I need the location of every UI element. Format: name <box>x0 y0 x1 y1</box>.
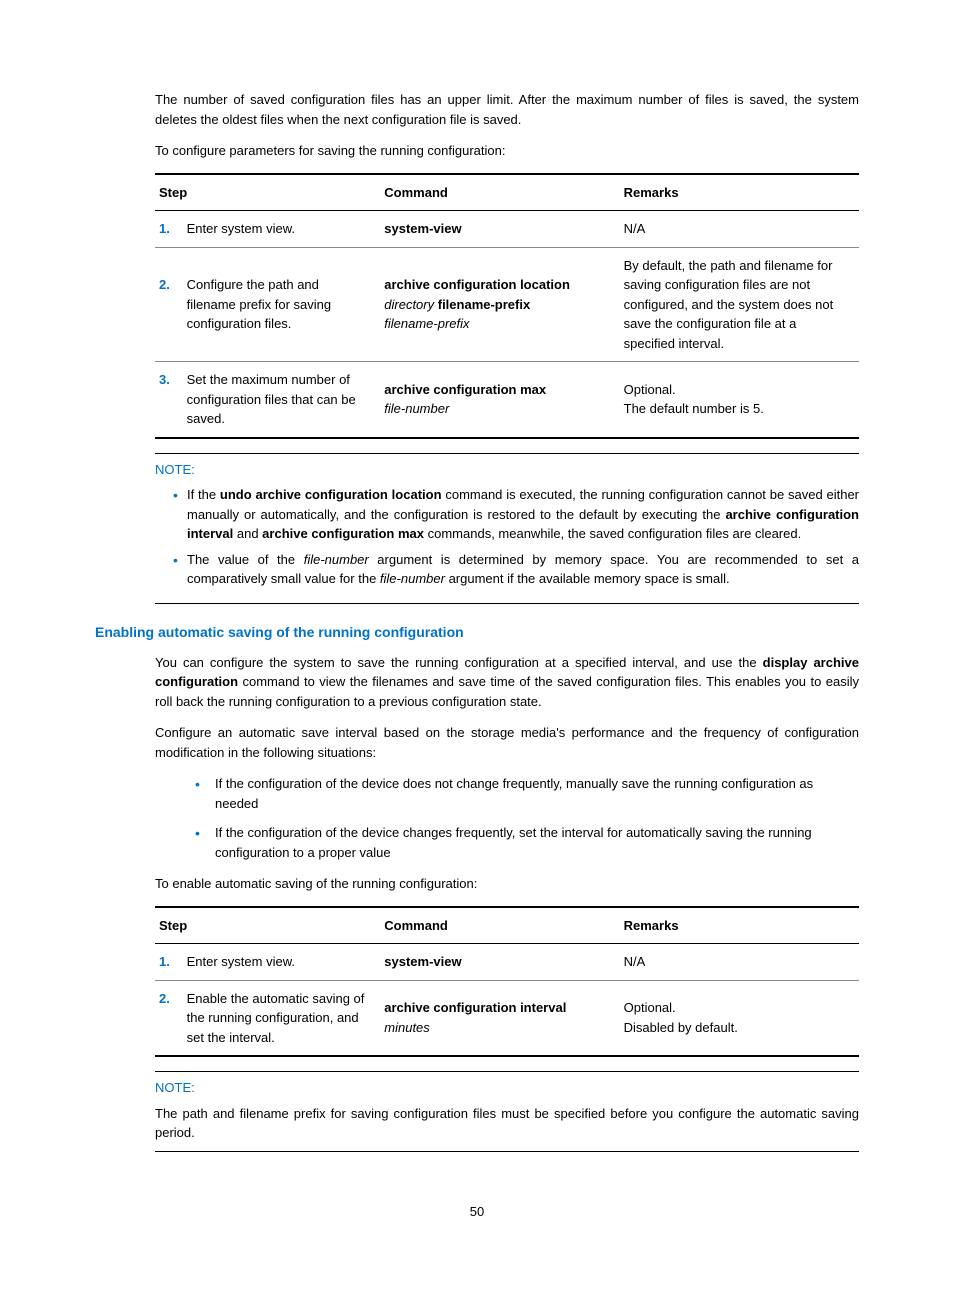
remarks-text: N/A <box>620 944 859 981</box>
cmd-arg: directory <box>384 297 434 312</box>
note-block-2: NOTE: The path and filename prefix for s… <box>155 1071 859 1152</box>
note-text: The path and filename prefix for saving … <box>155 1104 859 1143</box>
remarks-text: The default number is 5. <box>624 399 849 419</box>
step-desc: Enter system view. <box>187 952 370 972</box>
intro-para-1: The number of saved configuration files … <box>155 90 859 129</box>
list-item: If the configuration of the device does … <box>195 774 859 813</box>
step-desc: Set the maximum number of configuration … <box>187 370 370 429</box>
intro-para-2: To configure parameters for saving the r… <box>155 141 859 161</box>
th-command: Command <box>380 907 619 944</box>
cmd-text: system-view <box>384 221 461 236</box>
text: The value of the <box>187 552 304 567</box>
cmd-arg: minutes <box>384 1020 430 1035</box>
text-bold: archive configuration max <box>262 526 424 541</box>
cmd-text: system-view <box>384 954 461 969</box>
th-remarks: Remarks <box>620 907 859 944</box>
table-header-row: Step Command Remarks <box>155 174 859 211</box>
auto-save-table: Step Command Remarks 1. Enter system vie… <box>155 906 859 1058</box>
page-number: 50 <box>95 1202 859 1222</box>
th-step: Step <box>155 174 380 211</box>
note-title: NOTE: <box>155 1078 859 1098</box>
text: You can configure the system to save the… <box>155 655 763 670</box>
note-bullet: If the undo archive configuration locati… <box>173 485 859 544</box>
remarks-text: By default, the path and filename for sa… <box>620 247 859 362</box>
step-desc: Enable the automatic saving of the runni… <box>187 989 370 1048</box>
th-step: Step <box>155 907 380 944</box>
table-row: 3. Set the maximum number of configurati… <box>155 362 859 438</box>
text: command to view the filenames and save t… <box>155 674 859 709</box>
section-para-2: Configure an automatic save interval bas… <box>155 723 859 762</box>
th-command: Command <box>380 174 619 211</box>
note-title: NOTE: <box>155 460 859 480</box>
remarks-text: N/A <box>620 211 859 248</box>
cmd-text: archive configuration interval <box>384 1000 566 1015</box>
step-desc: Enter system view. <box>187 219 370 239</box>
section-para-1: You can configure the system to save the… <box>155 653 859 712</box>
text: argument if the available memory space i… <box>445 571 730 586</box>
table-row: 2. Enable the automatic saving of the ru… <box>155 980 859 1056</box>
remarks-text: Optional. <box>624 380 849 400</box>
step-num: 3. <box>159 370 183 390</box>
cmd-text: archive configuration location <box>384 277 570 292</box>
text: and <box>233 526 262 541</box>
text: commands, meanwhile, the saved configura… <box>424 526 801 541</box>
section-para-3: To enable automatic saving of the runnin… <box>155 874 859 894</box>
list-item: If the configuration of the device chang… <box>195 823 859 862</box>
remarks-text: Disabled by default. <box>624 1018 849 1038</box>
cmd-arg: filename-prefix <box>384 316 469 331</box>
remarks-text: Optional. <box>624 998 849 1018</box>
step-desc: Configure the path and filename prefix f… <box>187 275 370 334</box>
th-remarks: Remarks <box>620 174 859 211</box>
text-bold: undo archive configuration location <box>220 487 442 502</box>
cmd-text: archive configuration max <box>384 382 546 397</box>
note-bullet: The value of the file-number argument is… <box>173 550 859 589</box>
cmd-arg: file-number <box>384 401 449 416</box>
table-header-row: Step Command Remarks <box>155 907 859 944</box>
step-num: 2. <box>159 275 183 295</box>
step-num: 1. <box>159 952 183 972</box>
text-italic: file-number <box>304 552 369 567</box>
table-row: 2. Configure the path and filename prefi… <box>155 247 859 362</box>
text-italic: file-number <box>380 571 445 586</box>
config-params-table: Step Command Remarks 1. Enter system vie… <box>155 173 859 439</box>
cmd-text: filename-prefix <box>434 297 530 312</box>
step-num: 1. <box>159 219 183 239</box>
step-num: 2. <box>159 989 183 1009</box>
table-row: 1. Enter system view. system-view N/A <box>155 211 859 248</box>
table-row: 1. Enter system view. system-view N/A <box>155 944 859 981</box>
section-heading: Enabling automatic saving of the running… <box>95 622 859 643</box>
note-block-1: NOTE: If the undo archive configuration … <box>155 453 859 604</box>
text: If the <box>187 487 220 502</box>
